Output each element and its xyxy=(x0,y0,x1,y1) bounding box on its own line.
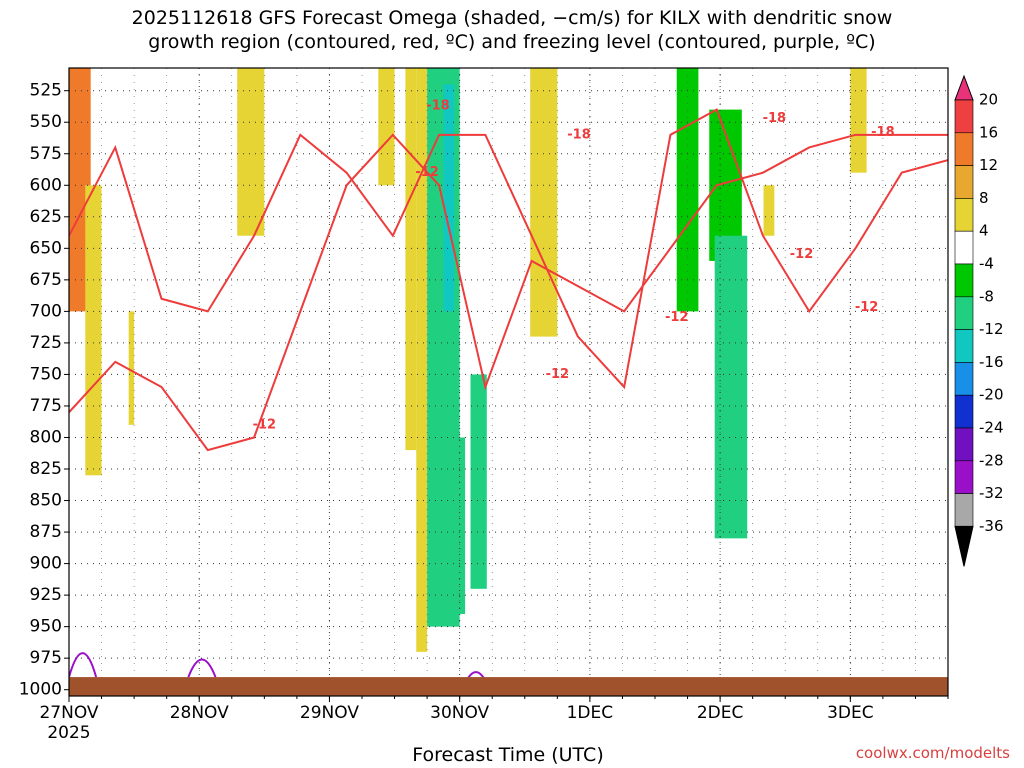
x-tick-sublabel: 2025 xyxy=(47,723,90,743)
y-tick-label: 850 xyxy=(30,491,62,511)
x-axis-label: Forecast Time (UTC) xyxy=(412,744,604,766)
colorbar-label: 16 xyxy=(979,123,998,141)
colorbar-cell xyxy=(954,394,974,429)
y-tick-label: 600 xyxy=(30,175,62,195)
contour-label: -12 xyxy=(855,300,879,315)
omega-shade-cell xyxy=(237,68,265,236)
y-tick-label: 825 xyxy=(30,459,62,479)
x-tick-label: 3DEC xyxy=(827,703,874,723)
omega-shade-cell xyxy=(454,437,466,615)
chart-title-line-1: 2025112618 GFS Forecast Omega (shaded, −… xyxy=(131,7,893,29)
y-tick-label: 875 xyxy=(30,522,62,542)
colorbar-label: -24 xyxy=(979,419,1004,437)
y-tick-label: 625 xyxy=(30,207,62,227)
chart-title: 2025112618 GFS Forecast Omega (shaded, −… xyxy=(0,6,1024,54)
contour-label: -18 xyxy=(763,111,787,126)
colorbar-label: 4 xyxy=(979,222,989,240)
omega-shade-cell xyxy=(470,374,487,589)
y-tick-label: 525 xyxy=(30,81,62,101)
omega-shade-cell xyxy=(405,68,417,451)
omega-shade-cell xyxy=(378,68,395,186)
plot-frame xyxy=(68,67,949,697)
omega-shade-cell xyxy=(850,68,867,173)
contour-label: -12 xyxy=(665,310,689,325)
dgz-contour-line xyxy=(69,133,948,452)
y-tick-label: 800 xyxy=(30,427,62,447)
contour-label: -12 xyxy=(253,417,277,432)
y-tick-label: 775 xyxy=(30,396,62,416)
omega-shade-cell xyxy=(416,68,428,652)
colorbar-bottom-arrow xyxy=(954,525,974,567)
contour-label: -12 xyxy=(790,247,814,262)
y-tick-label: 700 xyxy=(30,301,62,321)
y-tick-label: 950 xyxy=(30,617,62,637)
contour-label: -12 xyxy=(415,165,439,180)
y-tick-label: 925 xyxy=(30,585,62,605)
colorbar-cell xyxy=(954,493,974,527)
contour-label: -12 xyxy=(546,367,570,382)
colorbar-cell xyxy=(954,296,974,330)
y-tick-label: 575 xyxy=(30,144,62,164)
omega-shade-cell xyxy=(763,185,775,236)
colorbar-cell xyxy=(954,329,974,363)
y-tick-label: 675 xyxy=(30,270,62,290)
omega-shade-cell xyxy=(530,68,558,337)
colorbar-cell xyxy=(954,427,974,462)
colorbar: 20 16 12 8 4 -4 -8 -12 -16 -20 -24 -28 -32 -36 xyxy=(954,74,1004,567)
y-tick-label: 750 xyxy=(30,364,62,384)
colorbar-label: -28 xyxy=(979,451,1004,469)
colorbar-label: -36 xyxy=(979,517,1004,535)
plot-background xyxy=(69,68,948,696)
chart-title-line-2: growth region (contoured, red, ºC) and f… xyxy=(148,31,876,53)
y-tick-label: 1000 xyxy=(19,680,62,700)
x-tick-label: 30NOV xyxy=(430,703,489,723)
plot-area: -18-18-18-18-12-12-12-12-12-12-120 xyxy=(69,68,948,696)
x-tick-label: 29NOV xyxy=(300,703,359,723)
colorbar-cell xyxy=(954,132,974,166)
y-tick-label: 650 xyxy=(30,238,62,258)
contour-label: -18 xyxy=(567,127,591,142)
colorbar-cell xyxy=(954,165,974,199)
x-tick-label: 27NOV xyxy=(39,703,98,723)
colorbar-label: 20 xyxy=(979,91,998,109)
colorbar-top-arrow xyxy=(954,74,974,101)
x-tick-label: 28NOV xyxy=(170,703,229,723)
x-tick-label: 1DEC xyxy=(567,703,614,723)
colorbar-cell xyxy=(954,198,974,232)
colorbar-label: 12 xyxy=(979,156,998,174)
dgz-contour-line xyxy=(69,108,948,390)
colorbar-cell xyxy=(954,362,974,396)
freezing-level-contour xyxy=(69,652,98,678)
colorbar-cell xyxy=(954,460,974,494)
omega-shade-cell xyxy=(128,311,135,425)
freezing-level-contour xyxy=(187,658,217,678)
colorbar-label: -8 xyxy=(979,287,994,305)
colorbar-label: 8 xyxy=(979,189,989,207)
colorbar-label: -32 xyxy=(979,484,1004,502)
colorbar-label: -16 xyxy=(979,353,1004,371)
colorbar-label: -12 xyxy=(979,320,1004,338)
credit-text: coolwx.com/modelts xyxy=(855,744,1010,762)
y-tick-label: 975 xyxy=(30,648,62,668)
omega-shade-cell xyxy=(85,185,102,476)
contour-label: -18 xyxy=(426,98,450,113)
y-tick-label: 725 xyxy=(30,333,62,353)
y-tick-label: 550 xyxy=(30,112,62,132)
omega-shade-cell xyxy=(74,68,86,186)
x-tick-label: 2DEC xyxy=(697,703,744,723)
y-tick-label: 900 xyxy=(30,554,62,574)
colorbar-label: -4 xyxy=(979,255,994,273)
colorbar-cell xyxy=(954,263,974,298)
colorbar-label: -20 xyxy=(979,386,1004,404)
colorbar-cell xyxy=(954,99,974,134)
omega-shade-cell xyxy=(676,68,699,312)
omega-shade-cell xyxy=(443,84,455,312)
colorbar-cell xyxy=(954,230,974,265)
contour-label: -18 xyxy=(871,125,895,140)
terrain-fill xyxy=(69,677,948,696)
omega-shade-cell xyxy=(714,235,748,539)
